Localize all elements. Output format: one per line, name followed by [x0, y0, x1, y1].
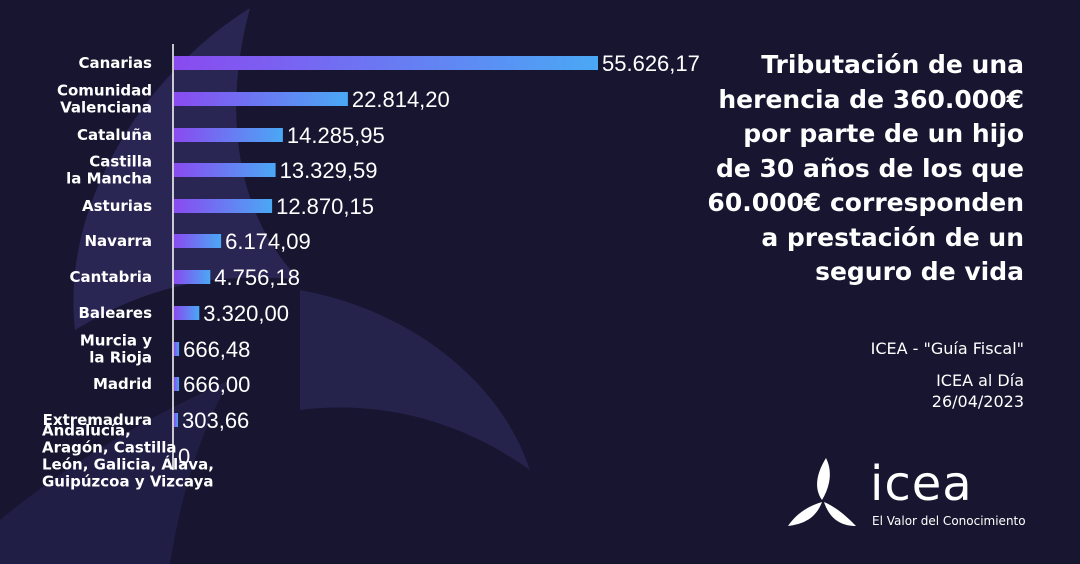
bar	[174, 306, 200, 320]
category-label: Comunidad Valenciana	[57, 82, 152, 117]
category-label: Murcia y la Rioja	[80, 332, 152, 367]
title-line: seguro de vida	[815, 257, 1024, 286]
bar	[174, 92, 348, 106]
data-label: 12.870,15	[276, 194, 374, 219]
category-label: Castilla la Mancha	[66, 153, 152, 188]
data-label: 55.626,17	[602, 51, 700, 76]
bar	[174, 163, 276, 177]
data-label: 13.329,59	[280, 158, 378, 183]
title-line: Tributación de una	[761, 50, 1024, 79]
category-label: Canarias	[78, 54, 152, 72]
data-label: 666,48	[183, 337, 250, 362]
data-label: 0	[178, 444, 190, 469]
chart-title: Tributación de una herencia de 360.000€ …	[604, 48, 1024, 290]
data-label: 4.756,18	[214, 265, 300, 290]
publication-label: ICEA al Día	[936, 371, 1024, 390]
bar-chart: 55.626,17 Canarias 22.814,20 Comunidad Valen…	[42, 44, 700, 491]
logo-wordmark: icea	[870, 456, 973, 512]
category-label: Extremadura	[43, 411, 152, 429]
bar	[174, 377, 180, 391]
data-label: 22.814,20	[352, 87, 450, 112]
logo-tagline: El Valor del Conocimiento	[872, 514, 1026, 528]
publication-date: 26/04/2023	[931, 392, 1024, 411]
title-line: 60.000€ corresponden	[707, 188, 1024, 217]
bar	[174, 342, 180, 356]
category-label: Baleares	[79, 304, 153, 322]
category-label: Navarra	[85, 232, 153, 250]
bar	[174, 128, 283, 142]
data-label: 3.320,00	[203, 301, 289, 326]
bar	[174, 234, 222, 248]
data-label: 303,66	[182, 408, 249, 433]
background-leaf-shape	[300, 290, 530, 470]
bar	[174, 56, 598, 70]
category-label: Madrid	[93, 375, 152, 393]
title-line: herencia de 360.000€	[718, 84, 1024, 114]
title-line: de 30 años de los que	[715, 153, 1024, 183]
bar	[174, 413, 178, 427]
source-label: ICEA - "Guía Fiscal"	[870, 339, 1024, 358]
bar	[174, 270, 211, 284]
icea-star-logo-icon	[788, 458, 856, 526]
category-label: Andalucía, Aragón, Castilla León, Galicia,…	[42, 422, 214, 491]
data-label: 666,00	[183, 372, 250, 397]
data-label: 6.174,09	[225, 229, 311, 254]
category-label: Cataluña	[77, 126, 152, 144]
category-label: Cantabria	[70, 268, 153, 286]
bar	[174, 199, 273, 213]
title-line: por parte de un hijo	[743, 119, 1024, 148]
data-label: 14.285,95	[287, 123, 385, 148]
category-label: Asturias	[82, 197, 152, 215]
title-line: a prestación de un	[761, 222, 1024, 252]
